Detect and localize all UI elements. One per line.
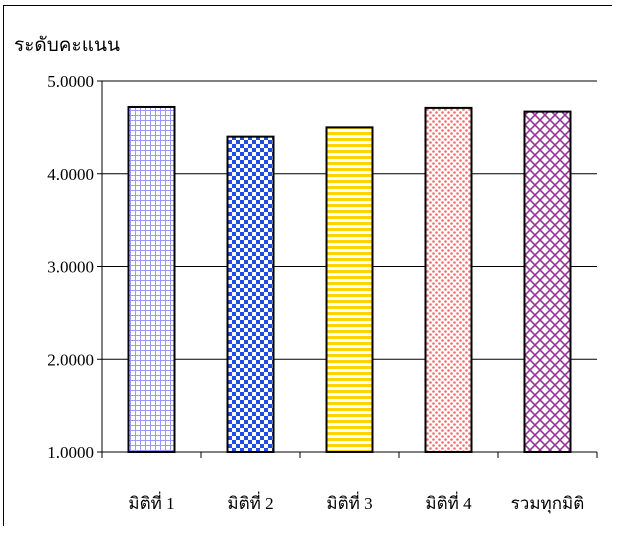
- bar: [426, 108, 472, 452]
- bar: [525, 112, 571, 452]
- y-tick-label: 2.0000: [47, 350, 94, 369]
- x-tick-label: มิติที่ 1: [128, 491, 174, 513]
- x-tick-label: รวมทุกมิติ: [511, 494, 585, 514]
- x-tick-label: มิติที่ 2: [227, 491, 273, 513]
- y-tick-label: 3.0000: [47, 258, 94, 277]
- y-tick-label: 5.0000: [47, 72, 94, 91]
- bar: [129, 107, 175, 452]
- bars: [129, 107, 571, 452]
- y-tick-label: 4.0000: [47, 165, 94, 184]
- bar: [228, 137, 274, 452]
- y-tick-label: 1.0000: [47, 443, 94, 462]
- x-tick-label: มิติที่ 3: [326, 491, 372, 513]
- bar: [327, 127, 373, 452]
- x-tick-label: มิติที่ 4: [425, 491, 472, 513]
